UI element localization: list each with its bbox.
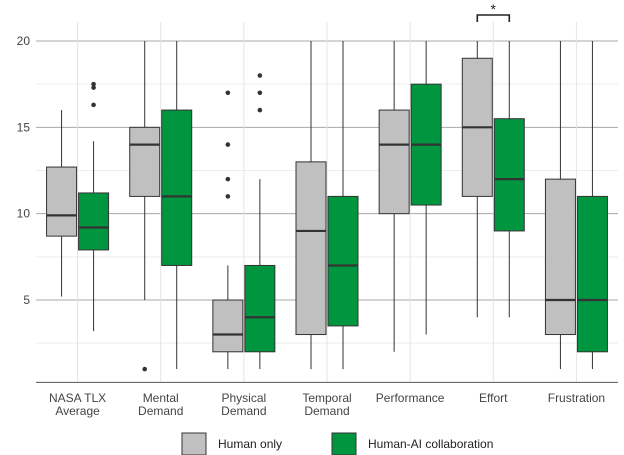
box-body: [161, 109, 193, 266]
y-tick-label: 15: [17, 120, 31, 134]
box-effort-human-ai: [493, 41, 525, 318]
outlier-point: [225, 176, 231, 182]
box-physical-human-only: [212, 90, 244, 370]
outlier-point: [91, 102, 96, 108]
boxes: [46, 41, 608, 372]
legend-swatch: [331, 432, 357, 455]
outlier-point: [257, 73, 263, 78]
outlier-point: [257, 107, 263, 113]
annotations: *: [476, 1, 511, 22]
box-body: [46, 166, 78, 237]
box-performance-human-ai: [410, 41, 442, 335]
y-tick-label: 10: [17, 207, 31, 221]
legend: Human only Human-AI collaboration: [181, 432, 493, 455]
box-body: [544, 178, 576, 336]
box-body: [327, 195, 359, 327]
y-tick-label: 5: [23, 293, 30, 307]
outlier-point: [257, 90, 263, 96]
box-body: [78, 192, 110, 251]
legend-item-human-ai-collaboration: Human-AI collaboration: [331, 432, 493, 455]
box-nasa-human-ai: [78, 81, 110, 332]
outlier-point: [142, 366, 148, 372]
box-body: [378, 109, 410, 215]
box-body: [295, 161, 327, 336]
legend-label: Human-AI collaboration: [368, 437, 493, 451]
x-tick-label-performance: Performance: [376, 391, 445, 405]
box-body: [576, 195, 608, 353]
y-tick-label: 20: [17, 34, 31, 48]
outlier-point: [91, 81, 96, 87]
box-frustration-human-only: [544, 41, 576, 370]
box-mental-human-ai: [161, 41, 193, 370]
box-nasa-human-only: [46, 110, 78, 297]
significance-bracket: [476, 14, 511, 22]
box-temporal-human-only: [295, 41, 327, 370]
outlier-point: [91, 85, 96, 90]
x-tick-label-physical: Physical Demand: [221, 391, 266, 418]
box-physical-human-ai: [244, 73, 276, 370]
outlier-point: [225, 142, 231, 147]
box-effort-human-only: [461, 41, 493, 318]
outlier-point: [225, 90, 231, 96]
legend-item-human-only: Human only: [181, 432, 282, 455]
grid: [36, 22, 618, 383]
box-body: [212, 299, 244, 353]
x-tick-label-mental: Mental Demand: [138, 391, 183, 418]
box-frustration-human-ai: [576, 41, 608, 370]
x-tick-label-nasa: NASA TLX Average: [49, 391, 106, 418]
axes: 5 10 15 20 NASA TLX Average Mental Demand Physic…: [17, 34, 618, 418]
box-performance-human-only: [378, 41, 410, 352]
significance-star: *: [491, 1, 497, 17]
x-tick-label-effort: Effort: [479, 391, 508, 405]
x-tick-label-temporal: Temporal Demand: [302, 391, 351, 418]
x-tick-label-frustration: Frustration: [548, 391, 605, 405]
legend-swatch: [181, 432, 207, 455]
box-body: [129, 126, 161, 197]
box-body: [244, 264, 276, 353]
box-body: [493, 118, 525, 232]
outlier-point: [225, 194, 231, 199]
legend-label: Human only: [218, 437, 282, 451]
box-temporal-human-ai: [327, 41, 359, 370]
box-mental-human-only: [129, 41, 161, 372]
